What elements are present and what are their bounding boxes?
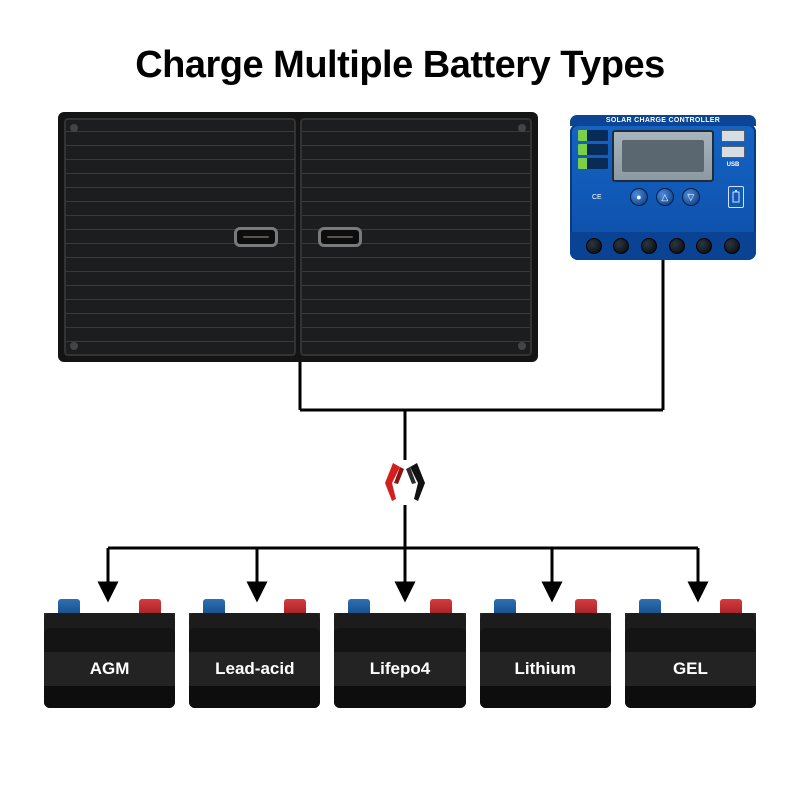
ce-label: CE — [592, 194, 602, 201]
screw-terminal-icon — [641, 238, 657, 254]
carry-handle-icon — [318, 227, 362, 247]
clamp-black-icon — [406, 463, 425, 501]
mount-hole-icon — [518, 124, 526, 132]
screw-terminal-icon — [696, 238, 712, 254]
indicator-led-icon — [578, 130, 608, 141]
battery-icon — [731, 190, 741, 204]
screw-terminal-icon — [724, 238, 740, 254]
solar-panel-right — [300, 118, 532, 356]
mount-hole-icon — [518, 342, 526, 350]
usb-port-group: USB — [718, 130, 748, 168]
screw-terminal-icon — [669, 238, 685, 254]
battery-body: GEL — [625, 613, 756, 708]
clamp-red-icon — [385, 463, 404, 501]
charge-controller: SOLAR CHARGE CONTROLLER USB CE ● △ ▽ — [570, 124, 756, 260]
battery-label: Lead-acid — [189, 652, 320, 686]
battery-label: Lithium — [480, 652, 611, 686]
screw-terminal-icon — [586, 238, 602, 254]
battery-row: AGM Lead-acid Lifepo4 Lithium GEL — [44, 590, 756, 708]
mount-hole-icon — [70, 124, 78, 132]
controller-button: ● — [630, 188, 648, 206]
indicator-led-icon — [578, 144, 608, 155]
indicator-led-icon — [578, 158, 608, 169]
battery-label: Lifepo4 — [334, 652, 465, 686]
controller-button: ▽ — [682, 188, 700, 206]
battery-label: AGM — [44, 652, 175, 686]
battery-lifepo4: Lifepo4 — [334, 590, 465, 708]
usb-label: USB — [727, 162, 740, 168]
solar-panel — [58, 112, 538, 362]
battery-body: Lifepo4 — [334, 613, 465, 708]
controller-terminals — [570, 232, 756, 260]
controller-indicators — [578, 130, 608, 169]
screw-terminal-icon — [613, 238, 629, 254]
mount-hole-icon — [70, 342, 78, 350]
page-title: Charge Multiple Battery Types — [0, 44, 800, 87]
battery-body: Lead-acid — [189, 613, 320, 708]
battery-body: Lithium — [480, 613, 611, 708]
controller-header: SOLAR CHARGE CONTROLLER — [570, 115, 756, 126]
carry-handle-icon — [234, 227, 278, 247]
battery-agm: AGM — [44, 590, 175, 708]
cert-labels: CE — [582, 194, 602, 201]
solar-panel-left — [64, 118, 296, 356]
battery-body: AGM — [44, 613, 175, 708]
usb-port-icon — [721, 146, 745, 158]
battery-label: GEL — [625, 652, 756, 686]
controller-button: △ — [656, 188, 674, 206]
usb-port-icon — [721, 130, 745, 142]
battery-gel: GEL — [625, 590, 756, 708]
lcd-screen-icon — [612, 130, 714, 182]
battery-lead-acid: Lead-acid — [189, 590, 320, 708]
alligator-clamps — [380, 457, 430, 507]
battery-lithium: Lithium — [480, 590, 611, 708]
